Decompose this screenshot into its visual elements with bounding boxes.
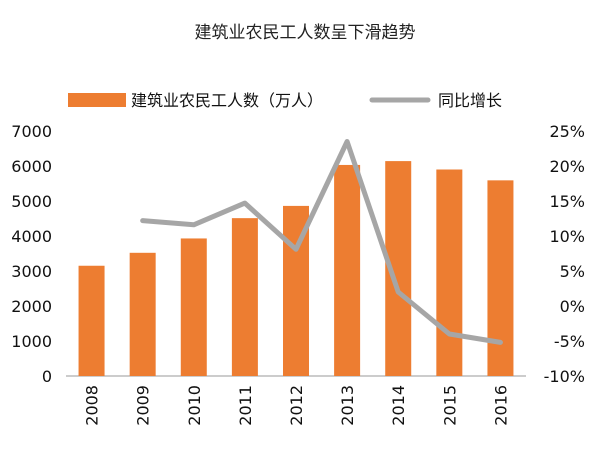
left-tick-label: 2000 [11,297,52,316]
growth-point [447,332,451,336]
left-tick-label: 4000 [11,227,52,246]
line-series [140,139,503,345]
x-tick-label: 2008 [83,385,102,426]
legend-bar-label: 建筑业农民工人数（万人） [131,91,323,110]
bar [487,180,514,376]
left-tick-label: 3000 [11,262,52,281]
x-tick-label: 2012 [287,385,306,426]
x-tick-label: 2015 [440,385,459,426]
legend-bar-swatch [68,93,126,107]
bar [78,265,105,376]
left-tick-label: 6000 [11,157,52,176]
bar [231,218,258,376]
legend-line-label: 同比增长 [438,91,502,110]
growth-point [141,219,145,223]
left-axis-ticks: 0 1000 2000 3000 4000 5000 6000 7000 [11,122,52,386]
bar-series [78,161,514,376]
x-tick-label: 2013 [338,385,357,426]
right-tick-label: 0% [560,297,585,316]
right-tick-label: 5% [560,262,585,281]
bar [129,252,156,376]
x-tick-label: 2016 [491,385,510,426]
left-tick-label: 0 [42,367,52,386]
x-tick-label: 2011 [236,385,255,426]
growth-point [294,247,298,251]
left-tick-label: 7000 [11,122,52,141]
x-tick-label: 2010 [185,385,204,426]
growth-point [498,340,502,344]
right-tick-label: 15% [549,192,585,211]
legend: 建筑业农民工人数（万人） 同比增长 [68,91,502,110]
growth-point [345,140,349,143]
right-tick-label: 10% [549,227,585,246]
growth-point [396,290,400,294]
x-tick-label: 2014 [389,385,408,426]
right-tick-label: 20% [549,157,585,176]
growth-point [192,223,196,227]
right-tick-label: -5% [554,332,585,351]
right-tick-label: 25% [549,122,585,141]
left-tick-label: 1000 [11,332,52,351]
x-tick-label: 2009 [134,385,153,426]
bar [334,164,361,376]
right-axis-ticks: -10% -5% 0% 5% 10% 15% 20% 25% [544,122,585,386]
bar [180,238,207,376]
chart-title: 建筑业农民工人数呈下滑趋势 [194,23,416,43]
x-axis-ticks: 2008 2009 2010 2011 2012 2013 2014 2015 2016 [83,385,511,426]
right-tick-label: -10% [544,367,585,386]
growth-line [140,139,503,345]
bar [436,169,463,376]
growth-point [243,201,247,205]
left-tick-label: 5000 [11,192,52,211]
